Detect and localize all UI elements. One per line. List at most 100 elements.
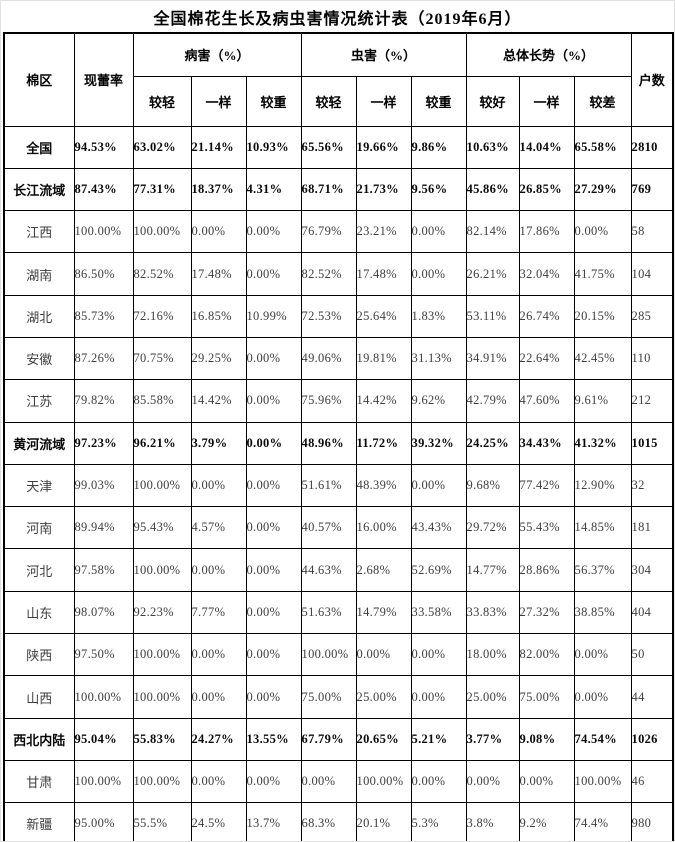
header-pest-heavier: 较重 [410,75,467,127]
value-cell: 100.00% [73,210,134,254]
table-row: 河北 97.58% 100.00% 0.00% 0.00% 44.63% 2.68% 52.6… [3,548,674,592]
value-cell: 0.00% [190,463,247,508]
header-disease-same: 一样 [190,75,247,127]
value-cell: 34.43% [518,421,575,465]
table-body: 全国 94.53% 63.02% 21.14% 10.93% 65.56% 19.66% 9.… [3,125,674,841]
value-cell: 51.63% [300,590,357,635]
value-cell: 7.77% [190,590,247,635]
value-cell: 75.00% [300,675,357,719]
value-cell: 0.00% [245,421,302,465]
value-cell: 25.00% [465,675,520,719]
region-cell: 天津 [3,463,75,508]
value-cell: 27.32% [518,590,575,635]
header-pest-same: 一样 [355,75,412,127]
value-cell: 100.00% [132,633,192,677]
value-cell: 100.00% [300,633,357,677]
value-cell: 0.00% [573,675,632,719]
value-cell: 33.58% [410,590,467,635]
value-cell: 68.71% [300,167,357,212]
value-cell: 100.00% [355,759,412,804]
value-cell: 95.43% [132,506,192,550]
value-cell: 0.00% [190,633,247,677]
value-cell: 43.43% [410,506,467,550]
table-row: 全国 94.53% 63.02% 21.14% 10.93% 65.56% 19.66% 9.… [3,125,674,169]
table-row: 湖北 85.73% 72.16% 16.85% 10.99% 72.53% 25.64% 1.… [3,294,674,338]
value-cell: 98.07% [73,590,134,635]
value-cell: 17.48% [355,252,412,296]
value-cell: 1.83% [410,294,467,338]
value-cell: 0.00% [245,379,302,423]
value-cell: 100.00% [132,759,192,804]
header-disease-heavier: 较重 [245,75,302,127]
value-cell: 3.77% [465,717,520,761]
value-cell: 26.74% [518,294,575,338]
value-cell: 70.75% [132,336,192,381]
header-growth-better: 较好 [465,75,520,127]
value-cell: 48.39% [355,463,412,508]
value-cell: 0.00% [245,336,302,381]
value-cell: 0.00% [245,506,302,550]
value-cell: 82.00% [518,633,575,677]
stats-table: 棉区 现蕾率 病害（%） 虫害（%） 总体长势（%） 户数 较轻 一样 较重 较… [3,32,674,841]
region-cell: 湖北 [3,294,75,338]
value-cell: 82.52% [132,252,192,296]
value-cell: 14.79% [355,590,412,635]
value-cell: 68.3% [300,802,357,841]
value-cell: 55.43% [518,506,575,550]
value-cell: 75.00% [518,675,575,719]
value-cell: 0.00% [245,675,302,719]
table-row: 天津 99.03% 100.00% 0.00% 0.00% 51.61% 48.39% 0.0… [3,463,674,508]
value-cell: 26.21% [465,252,520,296]
value-cell: 56.37% [573,548,632,592]
value-cell: 23.21% [355,210,412,254]
value-cell: 27.29% [573,167,632,212]
value-cell: 63.02% [132,125,192,169]
value-cell: 42.79% [465,379,520,423]
value-cell: 51.61% [300,463,357,508]
value-cell: 0.00% [465,759,520,804]
value-cell: 100.00% [132,210,192,254]
region-cell: 河北 [3,548,75,592]
value-cell: 9.08% [518,717,575,761]
value-cell: 72.16% [132,294,192,338]
value-cell: 24.25% [465,421,520,465]
value-cell: 21.73% [355,167,412,212]
table-row: 甘肃 100.00% 100.00% 0.00% 0.00% 0.00% 100.00% 0.… [3,759,674,804]
value-cell: 20.65% [355,717,412,761]
header-growth-worse: 较差 [573,75,632,127]
value-cell: 3.79% [190,421,247,465]
value-cell: 14.04% [518,125,575,169]
header-pest-lighter: 较轻 [300,75,357,127]
value-cell: 0.00% [245,590,302,635]
region-cell: 新疆 [3,802,75,841]
value-cell: 13.55% [245,717,302,761]
value-cell: 44.63% [300,548,357,592]
value-cell: 25.64% [355,294,412,338]
value-cell: 76.79% [300,210,357,254]
value-cell: 45.86% [465,167,520,212]
region-cell: 山西 [3,675,75,719]
table-row: 江西 100.00% 100.00% 0.00% 0.00% 76.79% 23.21% 0.… [3,210,674,254]
value-cell: 85.73% [73,294,134,338]
value-cell: 75.96% [300,379,357,423]
header-growth-same: 一样 [518,75,575,127]
value-cell: 9.61% [573,379,632,423]
value-cell: 31.13% [410,336,467,381]
value-cell: 26.85% [518,167,575,212]
value-cell: 52.69% [410,548,467,592]
table-row: 西北内陆 95.04% 55.83% 24.27% 13.55% 67.79% 20.65%… [3,717,674,761]
value-cell: 24.5% [190,802,247,841]
value-cell: 85.58% [132,379,192,423]
value-cell: 404 [630,590,674,635]
value-cell: 28.86% [518,548,575,592]
value-cell: 17.86% [518,210,575,254]
region-cell: 湖南 [3,252,75,296]
value-cell: 9.86% [410,125,467,169]
value-cell: 97.23% [73,421,134,465]
region-cell: 山东 [3,590,75,635]
table-row: 安徽 87.26% 70.75% 29.25% 0.00% 49.06% 19.81% 31.… [3,336,674,381]
value-cell: 14.42% [355,379,412,423]
value-cell: 50 [630,633,674,677]
value-cell: 2.68% [355,548,412,592]
region-cell: 河南 [3,506,75,550]
